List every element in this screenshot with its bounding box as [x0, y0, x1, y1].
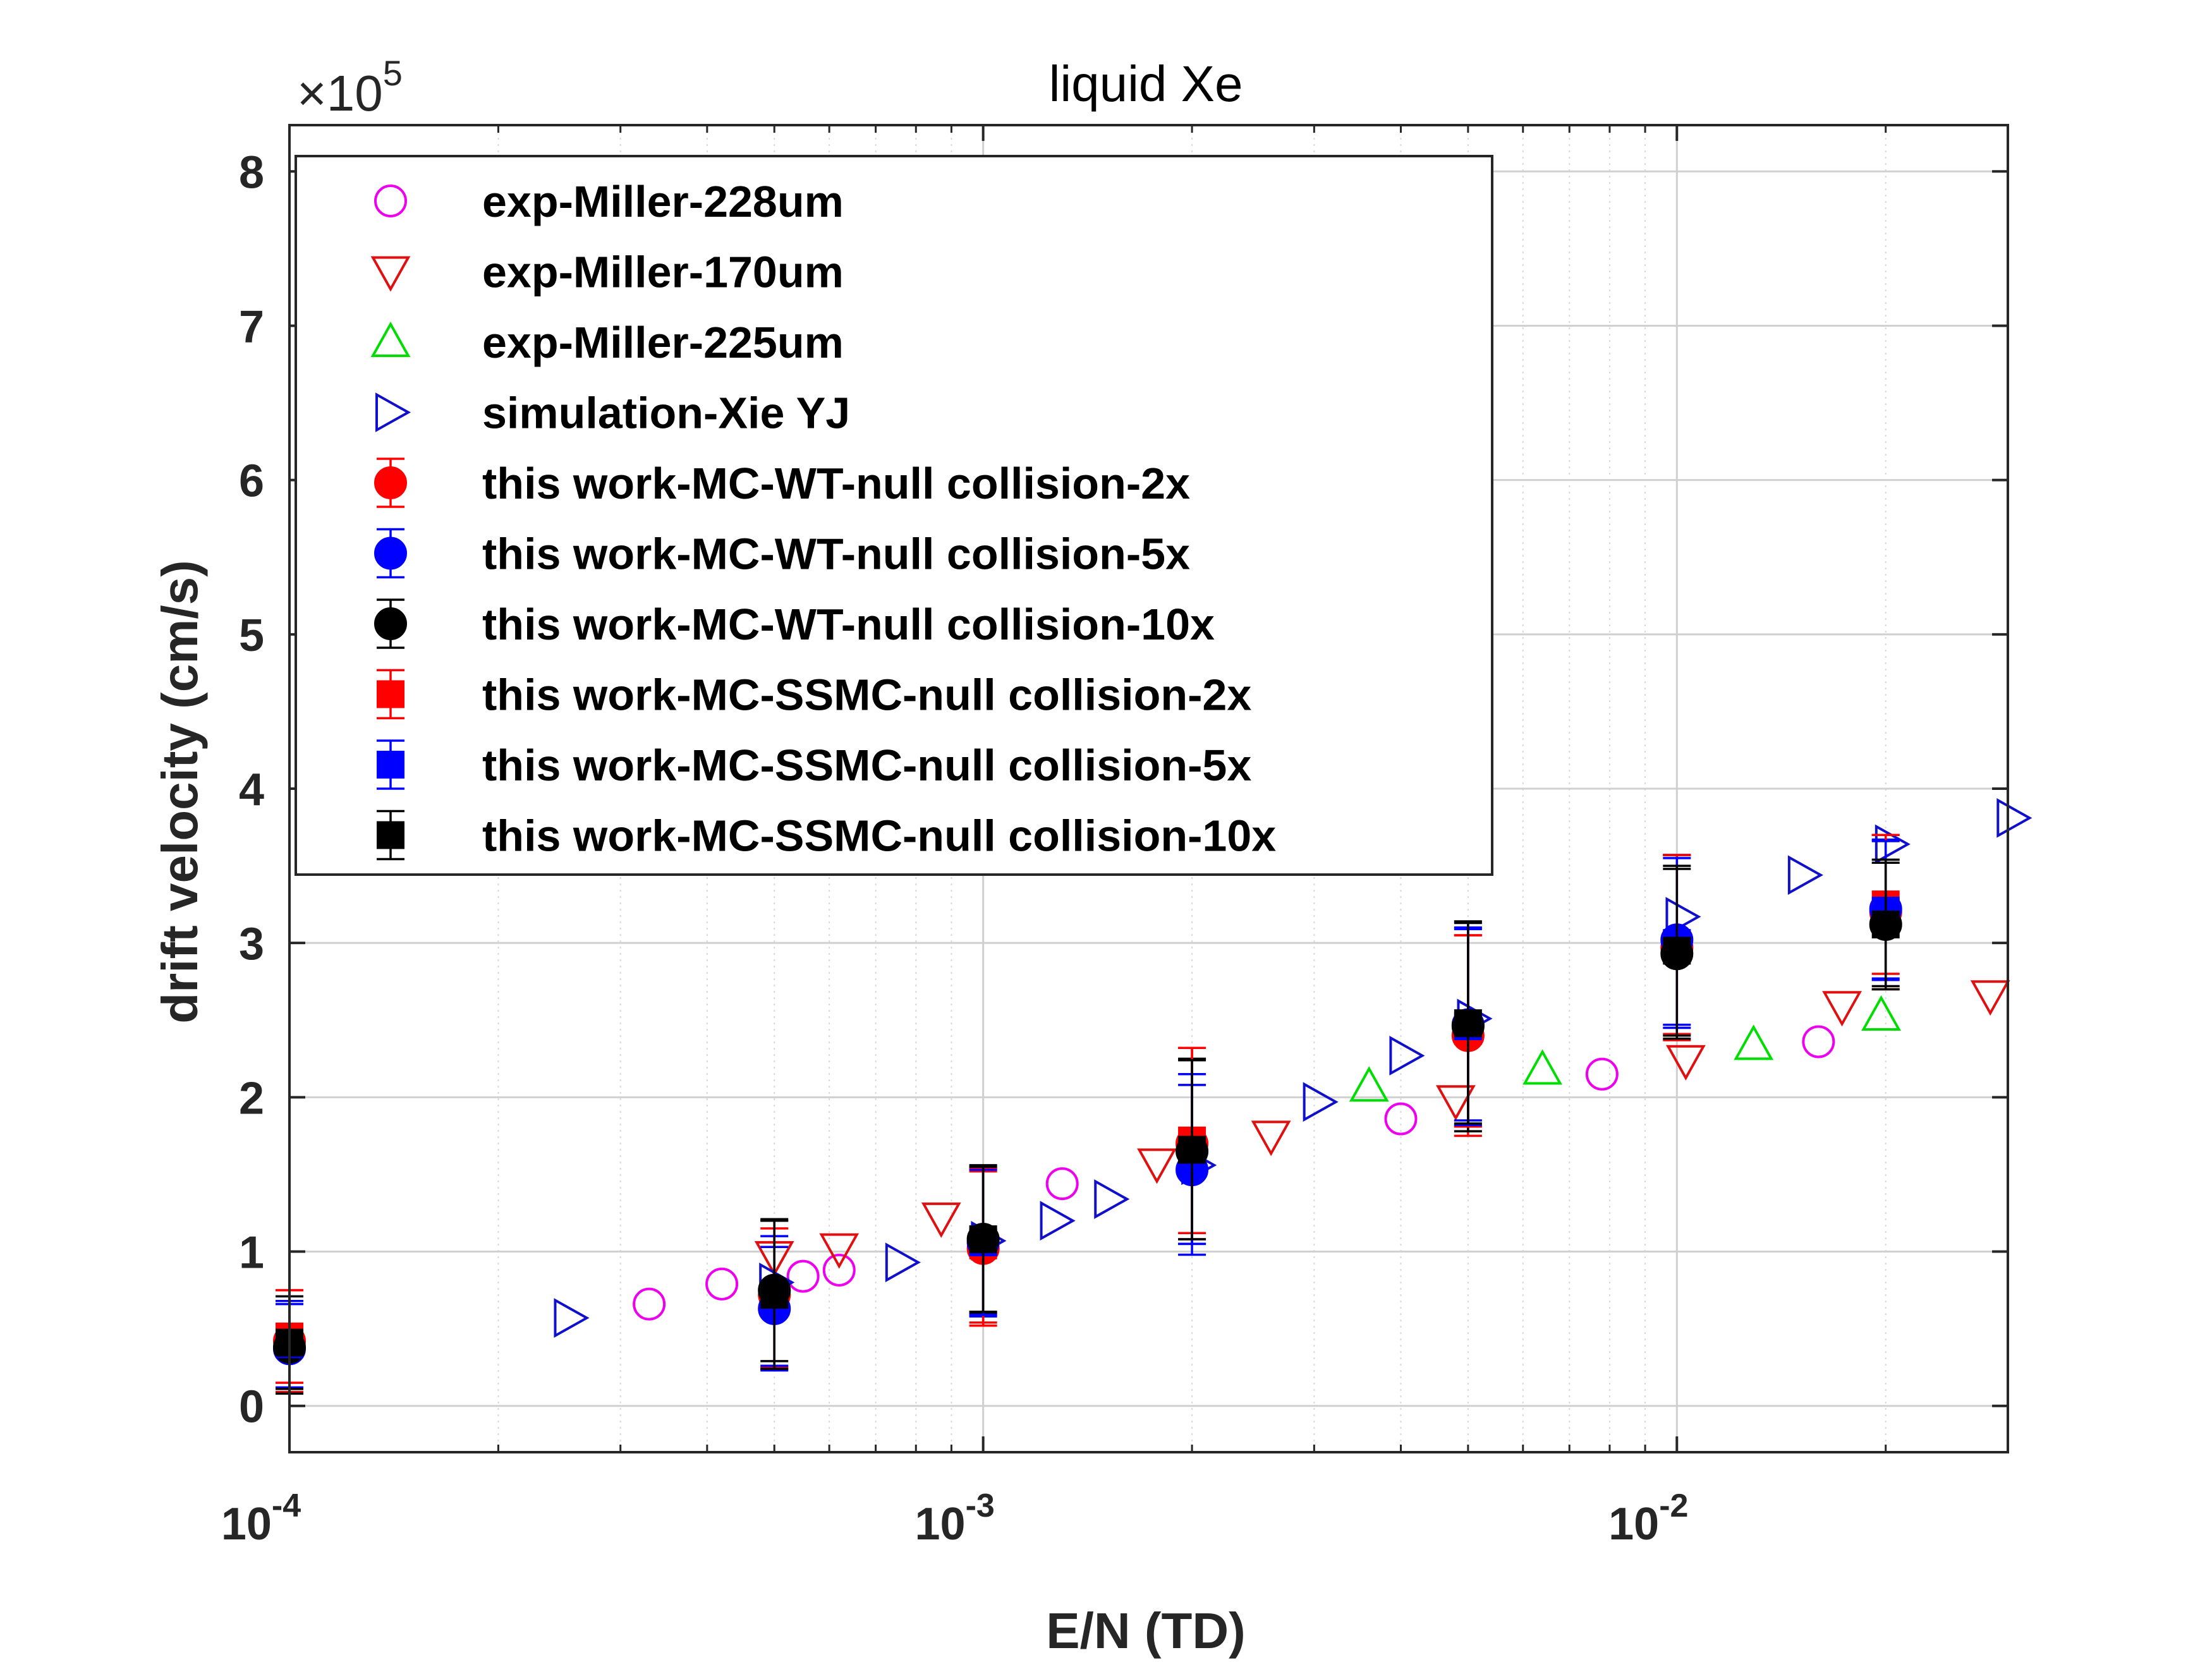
- legend-label: this work-MC-SSMC-null collision-5x: [482, 741, 1251, 790]
- x-tick-label: 10-2: [1608, 1488, 1688, 1550]
- y-tick-label: 3: [239, 919, 264, 969]
- data-point: [1861, 995, 1901, 1031]
- legend-marker: [377, 751, 404, 779]
- data-point: [1787, 855, 1823, 895]
- data-point: [1970, 980, 2010, 1016]
- chart-title: liquid Xe: [1049, 56, 1243, 112]
- y-tick-label: 1: [239, 1228, 264, 1278]
- data-point: [1303, 1082, 1339, 1122]
- x-axis-title: E/N (TD): [1046, 1603, 1246, 1659]
- y-axis-multiplier: ×105: [297, 53, 403, 121]
- legend-marker: [375, 392, 411, 432]
- y-tick-label: 7: [239, 301, 264, 352]
- series-9: [276, 858, 1900, 1390]
- data-point: [786, 1259, 820, 1293]
- data-point: [921, 1202, 961, 1238]
- data-point: [1585, 1057, 1619, 1091]
- y-tick-label: 0: [239, 1382, 264, 1433]
- legend-entry: exp-Miller-225um: [370, 318, 844, 367]
- legend-marker: [370, 256, 411, 292]
- legend-label: this work-MC-WT-null collision-2x: [482, 459, 1190, 508]
- data-point: [1178, 1136, 1206, 1164]
- data-point: [1045, 1167, 1079, 1201]
- data-point: [1822, 991, 1862, 1027]
- legend-entry: this work-MC-WT-null collision-5x: [374, 528, 1190, 579]
- data-point: [1435, 1085, 1476, 1121]
- legend-entry: exp-Miller-228um: [374, 177, 844, 226]
- y-tick-label: 8: [239, 147, 264, 198]
- data-point: [1349, 1066, 1389, 1102]
- data-point: [1384, 1102, 1418, 1136]
- axes-layer: 10-4 10-3 10-2 0 1 2 3 4 5 6 7 8: [221, 124, 2009, 1550]
- data-point: [885, 1242, 921, 1283]
- legend-marker: [377, 821, 404, 849]
- legend-entry: this work-MC-SSMC-null collision-5x: [377, 739, 1251, 790]
- legend-marker: [374, 466, 407, 499]
- data-point: [1094, 1179, 1130, 1219]
- data-point: [1663, 937, 1691, 965]
- y-tick-label: 4: [239, 765, 264, 815]
- data-point: [1665, 1045, 1706, 1081]
- data-point: [760, 1280, 789, 1309]
- series-0: [633, 1025, 1835, 1321]
- legend-label: simulation-Xie YJ: [482, 389, 850, 438]
- y-multiplier-base: 10: [327, 65, 383, 121]
- y-tick-label: 6: [239, 456, 264, 507]
- y-axis-title: drift velocity (cm/s): [152, 560, 208, 1024]
- legend-label: exp-Miller-228um: [482, 177, 844, 226]
- axes-frame: [288, 124, 2009, 1453]
- data-point: [705, 1267, 739, 1301]
- x-tick-label: 10-3: [915, 1488, 994, 1550]
- legend-marker: [370, 321, 411, 357]
- legend-entry: this work-MC-WT-null collision-10x: [374, 598, 1215, 649]
- legend-marker: [374, 185, 407, 217]
- data-point: [969, 1225, 997, 1254]
- legend-label: this work-MC-SSMC-null collision-2x: [482, 670, 1251, 720]
- legend-box: [295, 155, 1493, 876]
- legend-entry: this work-MC-SSMC-null collision-2x: [377, 669, 1251, 720]
- data-point: [1871, 910, 1900, 938]
- legend-marker: [374, 537, 407, 570]
- legend-entry: simulation-Xie YJ: [375, 389, 850, 438]
- data-point: [1522, 1049, 1562, 1085]
- legend-label: exp-Miller-170um: [482, 248, 844, 297]
- data-point: [1251, 1120, 1291, 1156]
- legend-marker: [374, 607, 407, 640]
- data-point: [819, 1233, 860, 1269]
- data-point: [1389, 1036, 1425, 1076]
- data-point: [633, 1287, 666, 1321]
- legend-entry: exp-Miller-170um: [370, 248, 844, 297]
- y-multiplier-exponent: 5: [383, 53, 403, 93]
- x-tick-label: 10-4: [221, 1488, 301, 1550]
- data-point: [1802, 1025, 1835, 1058]
- legend: exp-Miller-228um exp-Miller-170um exp-Mill…: [295, 155, 1493, 876]
- series-2: [1349, 995, 1901, 1102]
- legend-label: exp-Miller-225um: [482, 318, 844, 367]
- data-point: [554, 1298, 590, 1338]
- data-point: [822, 1253, 856, 1287]
- legend-entry: this work-MC-SSMC-null collision-10x: [377, 810, 1276, 861]
- legend-label: this work-MC-WT-null collision-5x: [482, 530, 1190, 579]
- legend-label: this work-MC-WT-null collision-10x: [482, 600, 1215, 649]
- data-point: [1454, 1009, 1482, 1038]
- y-tick-label: 2: [239, 1073, 264, 1124]
- legend-label: this work-MC-SSMC-null collision-10x: [482, 811, 1276, 861]
- y-multiplier-times: ×: [297, 65, 327, 121]
- y-tick-label: 5: [239, 610, 264, 661]
- data-point: [1734, 1024, 1774, 1060]
- legend-entry: this work-MC-WT-null collision-2x: [374, 458, 1190, 508]
- legend-marker: [377, 680, 404, 708]
- data-layer: [273, 798, 2033, 1395]
- data-point: [1996, 798, 2033, 838]
- data-point: [1137, 1148, 1177, 1184]
- data-point: [1040, 1201, 1076, 1241]
